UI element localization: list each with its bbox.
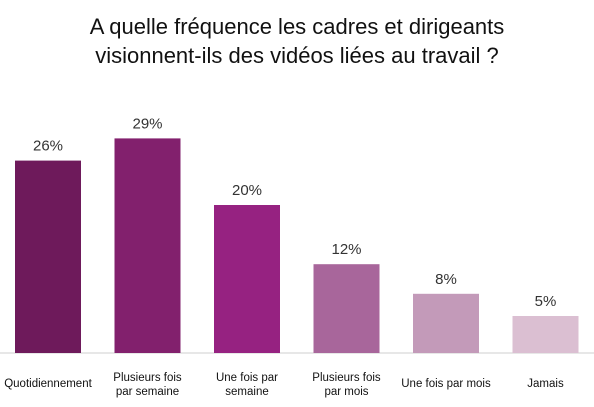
category-label: par semaine bbox=[116, 386, 179, 398]
chart-title: A quelle fréquence les cadres et dirigea… bbox=[0, 12, 594, 70]
category-label: Plusieurs fois bbox=[113, 372, 182, 384]
bar bbox=[214, 205, 280, 353]
chart-title-line-2: visionnent-ils des vidéos liées au trava… bbox=[95, 43, 499, 68]
bar bbox=[413, 293, 479, 353]
bar-value-label: 20% bbox=[232, 182, 262, 199]
category-label: Une fois par bbox=[216, 372, 278, 384]
bar-value-label: 12% bbox=[331, 241, 361, 258]
category-label: semaine bbox=[225, 386, 268, 398]
category-label: Une fois par mois bbox=[401, 378, 491, 390]
bar-value-label: 29% bbox=[132, 115, 162, 132]
bar bbox=[313, 264, 380, 353]
bar-value-label: 26% bbox=[33, 138, 63, 155]
category-label: Plusieurs fois bbox=[312, 372, 381, 384]
chart-title-line-1: A quelle fréquence les cadres et dirigea… bbox=[89, 14, 505, 39]
bar bbox=[114, 138, 181, 353]
category-label: Jamais bbox=[527, 378, 564, 390]
bars-group: 26% Quotidiennement 29% Plusieurs fois par s… bbox=[4, 115, 579, 398]
bar bbox=[15, 160, 81, 353]
bar-value-label: 8% bbox=[435, 271, 457, 288]
bar bbox=[512, 316, 579, 353]
category-label: Quotidiennement bbox=[4, 378, 92, 390]
category-label: par mois bbox=[324, 386, 368, 398]
bar-value-label: 5% bbox=[535, 293, 557, 310]
